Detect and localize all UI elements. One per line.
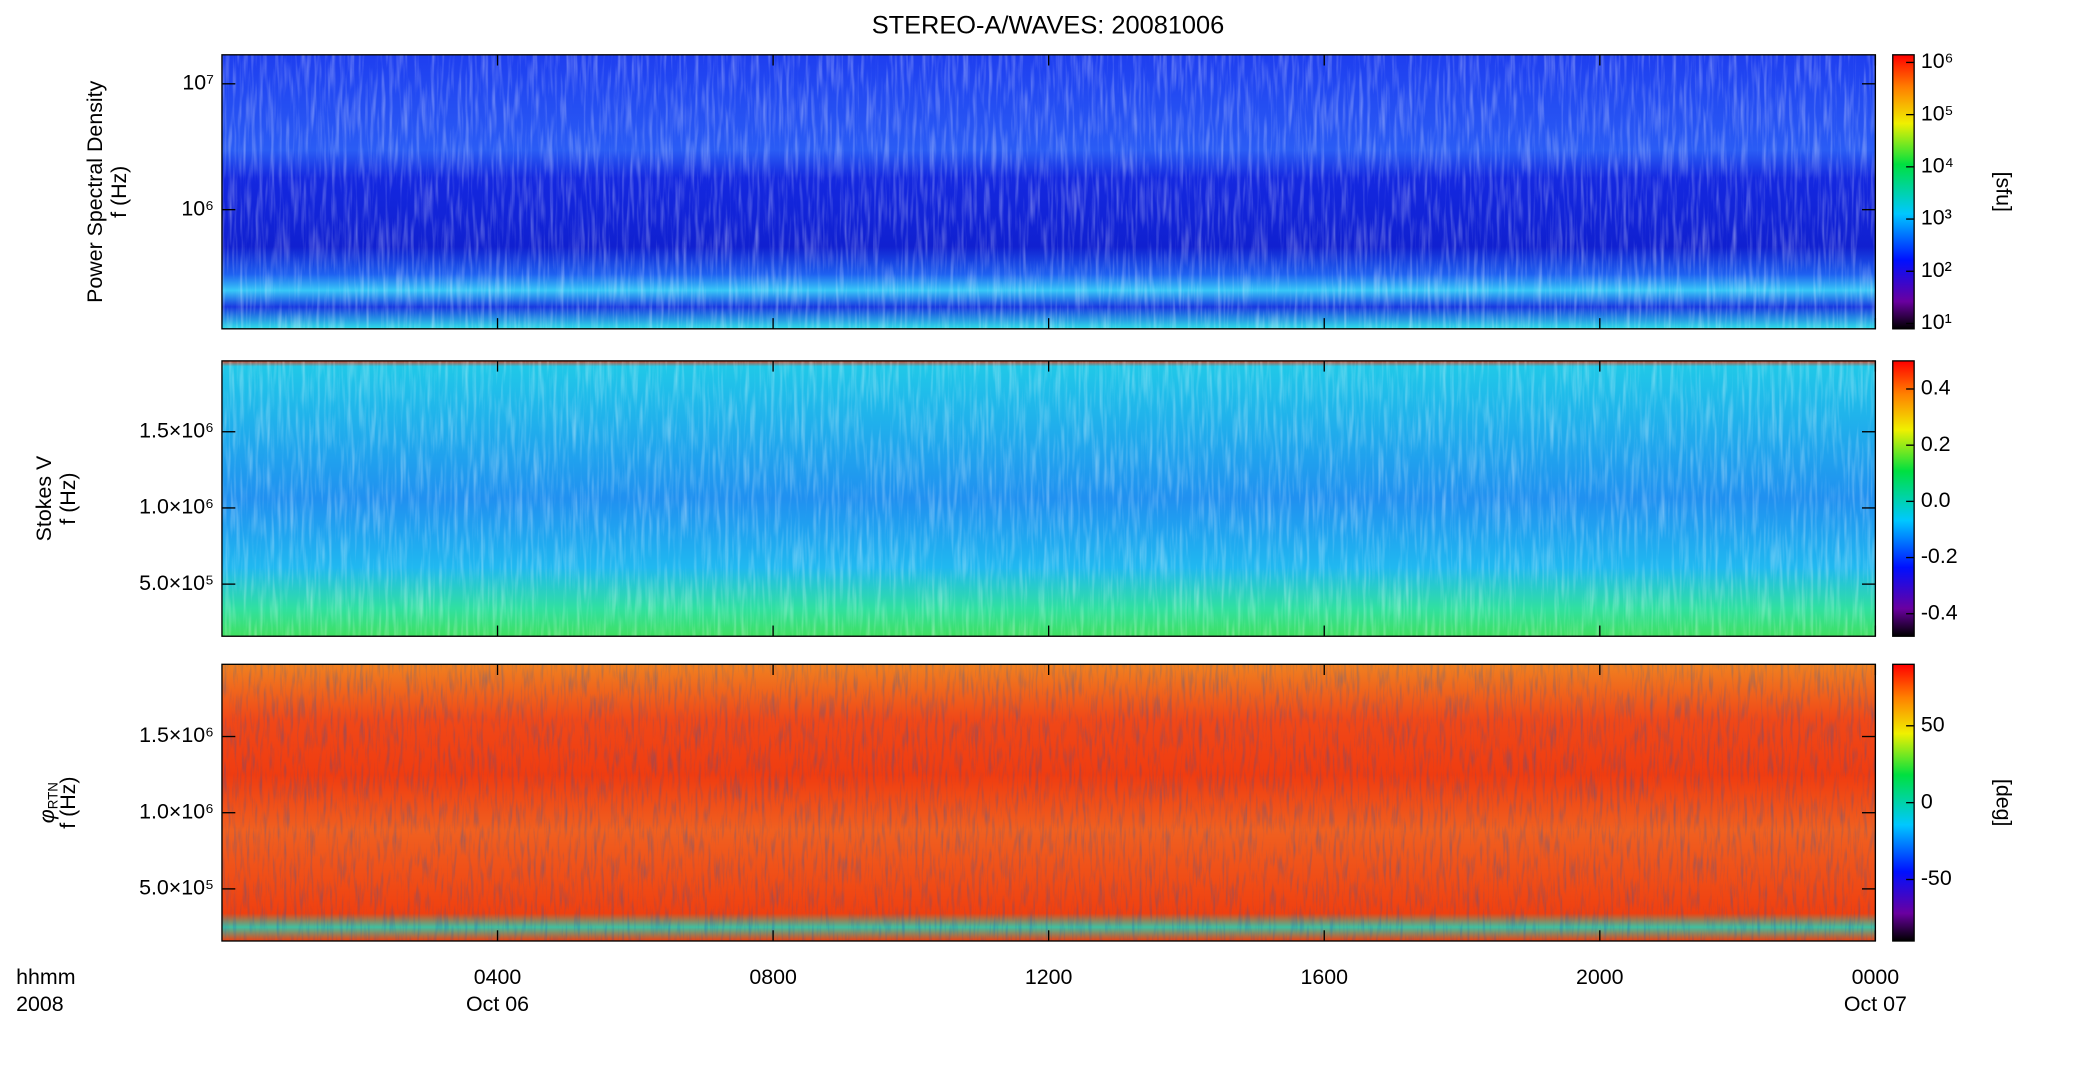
y-tick-label: 10⁷ — [182, 70, 214, 94]
colorbar-tick-label: -0.4 — [1921, 600, 1958, 624]
colorbar-tick-label: 10¹ — [1921, 310, 1952, 334]
y-tick-label: 1.0×10⁶ — [139, 495, 214, 519]
colorbar-tick-label: -0.2 — [1921, 544, 1958, 568]
spectrogram-texture — [221, 54, 1876, 329]
colorbar — [1892, 360, 1915, 637]
colorbar-tick-label: -50 — [1921, 866, 1952, 890]
y-axis-label: f (Hz) — [56, 777, 80, 829]
colorbar-tick-label: 10⁶ — [1921, 49, 1954, 73]
colorbar-tick-label: 50 — [1921, 712, 1945, 736]
colorbar-tick-label: 10⁴ — [1921, 153, 1954, 177]
x-tick-label: 1200 — [1025, 965, 1073, 989]
y-tick-label: 1.5×10⁶ — [139, 723, 214, 747]
colorbar-label: [deg] — [1992, 779, 2016, 827]
y-axis-label-subscript: RTN — [45, 782, 60, 809]
y-axis-label: f (Hz) — [107, 166, 131, 218]
chart-title: STEREO-A/WAVES: 20081006 — [872, 11, 1225, 39]
y-tick-label: 5.0×10⁵ — [139, 571, 214, 595]
y-axis-label: Stokes V — [32, 455, 56, 541]
y-axis-label-symbol: φ — [35, 809, 59, 823]
y-axis-label: f (Hz) — [56, 472, 80, 524]
colorbar-tick-label: 0.2 — [1921, 432, 1951, 456]
x-date-label: Oct 06 — [466, 992, 529, 1016]
colorbar-label: [sfu] — [1992, 172, 2016, 212]
y-axis-label: Power Spectral Density — [83, 80, 107, 302]
x-axis-label: 2008 — [16, 992, 64, 1016]
colorbar-tick-label: 10³ — [1921, 206, 1952, 230]
x-tick-label: 0800 — [749, 965, 797, 989]
colorbar-tick-label: 0.4 — [1921, 376, 1951, 400]
y-axis-label: φRTN — [35, 782, 60, 823]
y-tick-label: 1.0×10⁶ — [139, 799, 214, 823]
x-date-label: Oct 07 — [1844, 992, 1907, 1016]
x-tick-label: 0400 — [474, 965, 522, 989]
x-tick-label: 2000 — [1576, 965, 1624, 989]
colorbar-tick-label: 10⁵ — [1921, 101, 1954, 125]
x-axis-label: hhmm — [16, 965, 75, 989]
y-tick-label: 1.5×10⁶ — [139, 418, 214, 442]
spectrogram-texture — [221, 360, 1876, 637]
x-tick-label: 0000 — [1852, 965, 1900, 989]
colorbar-tick-label: 0 — [1921, 789, 1933, 813]
colorbar — [1892, 54, 1915, 330]
colorbar-tick-label: 10² — [1921, 258, 1952, 282]
y-tick-label: 5.0×10⁵ — [139, 876, 214, 900]
x-tick-label: 1600 — [1300, 965, 1348, 989]
y-tick-label: 10⁶ — [181, 196, 214, 220]
colorbar-tick-label: 0.0 — [1921, 488, 1951, 512]
spectrogram-texture — [221, 664, 1876, 941]
